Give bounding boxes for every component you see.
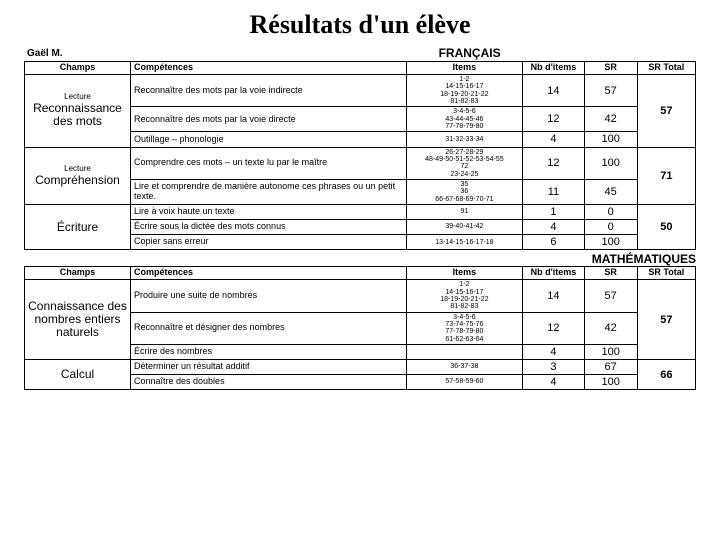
items-cell: 1-214-15-16-1718-19-20-21-2281-82-83 [406,75,523,107]
items-cell: 13-14-15-16-17-18 [406,235,523,250]
table-row: ÉcritureLire à voix haute un texte911050 [25,204,696,219]
sr-cell: 67 [584,360,637,375]
nb-cell: 14 [523,280,584,312]
competence-cell: Outillage – phonologie [131,132,407,147]
sr-total-cell: 50 [637,204,695,249]
page-title: Résultats d'un élève [24,10,696,40]
sr-total-cell: 57 [637,75,695,148]
maths-table: Champs Compétences Items Nb d'items SR S… [24,266,696,390]
hdr-comp: Compétences [131,267,407,280]
table-row: LectureCompréhensionComprendre ces mots … [25,147,696,179]
champs-cell: LectureCompréhension [25,147,131,204]
hdr-comp: Compétences [131,62,407,75]
table-row: CalculDéterminer un résultat additif36-3… [25,360,696,375]
table-row: LectureReconnaissance des motsReconnaîtr… [25,75,696,107]
competence-cell: Reconnaître et désigner des nombres [131,312,407,344]
sr-cell: 100 [584,344,637,359]
competence-cell: Reconnaître des mots par la voie directe [131,107,407,132]
items-cell: 26-27-28-2948-49-50-51-52-53-54-557223-2… [406,147,523,179]
sr-cell: 100 [584,235,637,250]
competence-cell: Copier sans erreur [131,235,407,250]
nb-cell: 11 [523,179,584,204]
nb-cell: 12 [523,312,584,344]
table-row: Connaissance des nombres entiers naturel… [25,280,696,312]
competence-cell: Écrire des nombres [131,344,407,359]
competence-cell: Lire à voix haute un texte [131,204,407,219]
sr-total-cell: 66 [637,360,695,390]
sr-cell: 42 [584,107,637,132]
nb-cell: 4 [523,375,584,390]
items-cell: 39-40-41-42 [406,220,523,235]
competence-cell: Déterminer un résultat additif [131,360,407,375]
student-subject-row: Gaël M. FRANÇAIS [24,46,696,61]
sr-cell: 57 [584,280,637,312]
champs-cell: Écriture [25,204,131,249]
sr-total-cell: 71 [637,147,695,204]
subject-maths-label: MATHÉMATIQUES [592,252,696,266]
sr-cell: 100 [584,375,637,390]
competence-cell: Reconnaître des mots par la voie indirec… [131,75,407,107]
nb-cell: 12 [523,147,584,179]
nb-cell: 14 [523,75,584,107]
table-header-row: Champs Compétences Items Nb d'items SR S… [25,267,696,280]
hdr-nb: Nb d'items [523,267,584,280]
nb-cell: 4 [523,344,584,359]
hdr-sr: SR [584,62,637,75]
items-cell: 353666-67-68-69-70-71 [406,179,523,204]
nb-cell: 4 [523,132,584,147]
hdr-srt: SR Total [637,62,695,75]
sr-total-cell: 57 [637,280,695,360]
competence-cell: Connaître des doubles [131,375,407,390]
items-cell: 36-37-38 [406,360,523,375]
nb-cell: 1 [523,204,584,219]
hdr-items: Items [406,267,523,280]
champs-cell: Connaissance des nombres entiers naturel… [25,280,131,360]
hdr-sr: SR [584,267,637,280]
items-cell: 3-4-5-643-44-45-4677-78-79-80 [406,107,523,132]
sr-cell: 100 [584,132,637,147]
items-cell: 57-58-59-60 [406,375,523,390]
nb-cell: 4 [523,220,584,235]
sr-cell: 100 [584,147,637,179]
sr-cell: 0 [584,220,637,235]
hdr-nb: Nb d'items [523,62,584,75]
sr-cell: 57 [584,75,637,107]
items-cell: 91 [406,204,523,219]
nb-cell: 3 [523,360,584,375]
sr-cell: 45 [584,179,637,204]
hdr-champs: Champs [25,62,131,75]
competence-cell: Comprendre ces mots – un texte lu par le… [131,147,407,179]
nb-cell: 12 [523,107,584,132]
student-name: Gaël M. [24,46,130,61]
sr-cell: 0 [584,204,637,219]
competence-cell: Écrire sous la dictée des mots connus [131,220,407,235]
hdr-champs: Champs [25,267,131,280]
items-cell: 31-32-33-34 [406,132,523,147]
table-header-row: Champs Compétences Items Nb d'items SR S… [25,62,696,75]
items-cell: 1-214-15-16-1718-19-20-21-2281-82-83 [406,280,523,312]
competence-cell: Produire une suite de nombres [131,280,407,312]
subject-francais-label: FRANÇAIS [243,46,696,61]
champs-cell: LectureReconnaissance des mots [25,75,131,148]
nb-cell: 6 [523,235,584,250]
items-cell: 3-4-5-673-74-75-7677-78-79-8061-62-63-64 [406,312,523,344]
sr-cell: 42 [584,312,637,344]
champs-cell: Calcul [25,360,131,390]
items-cell [406,344,523,359]
francais-table: Champs Compétences Items Nb d'items SR S… [24,61,696,250]
hdr-items: Items [406,62,523,75]
hdr-srt: SR Total [637,267,695,280]
competence-cell: Lire et comprendre de manière autonome c… [131,179,407,204]
